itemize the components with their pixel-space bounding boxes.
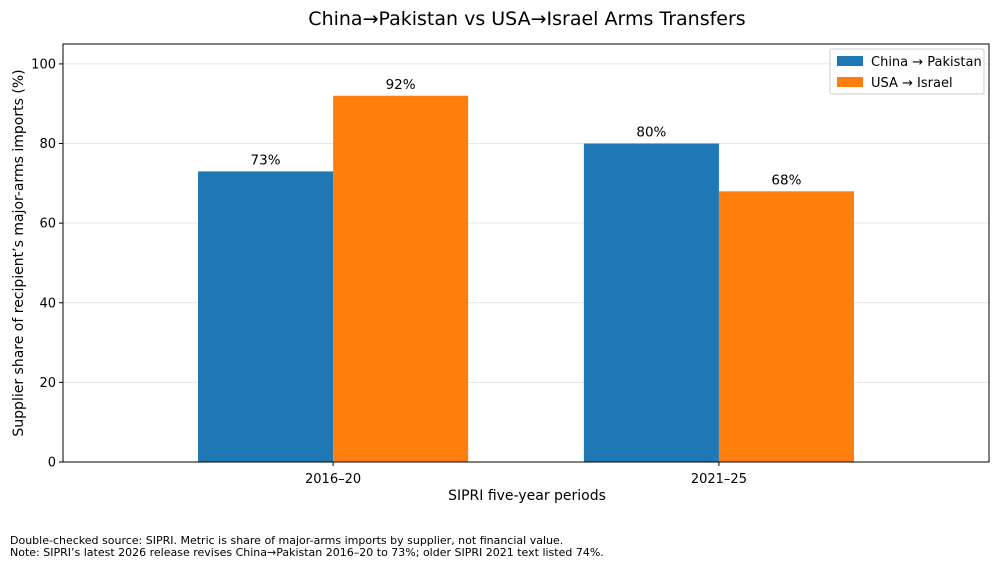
bar (198, 171, 334, 462)
y-axis-label: Supplier share of recipient’s major-arms… (11, 69, 27, 436)
y-tick-label: 100 (31, 57, 56, 72)
bar-value-labels: 73% 92% 80% 68% (251, 77, 802, 189)
y-tick-label: 0 (48, 456, 56, 471)
y-tick-label: 80 (39, 137, 56, 152)
legend-label-usa-israel: USA → Israel (871, 76, 953, 91)
x-tick-label: 2016–20 (305, 472, 361, 487)
legend-label-china-pakistan: China → Pakistan (871, 55, 982, 70)
bar-value-label: 92% (386, 77, 416, 93)
bar (718, 191, 854, 463)
x-axis: 2016–20 2021–25 (305, 462, 747, 487)
y-tick-label: 60 (39, 217, 56, 232)
bar-chart: China→Pakistan vs USA→Israel Arms Transf… (11, 8, 990, 504)
bars (198, 95, 854, 463)
legend-swatch-usa-israel (837, 77, 863, 87)
footnote-revision: Note: SIPRI’s latest 2026 release revise… (10, 546, 604, 559)
chart-title: China→Pakistan vs USA→Israel Arms Transf… (308, 8, 745, 30)
y-axis: 0 20 40 60 80 100 (31, 57, 63, 471)
bar (333, 95, 469, 462)
plot-frame (62, 43, 990, 463)
bar-value-label: 73% (251, 152, 281, 168)
y-tick-label: 20 (39, 376, 56, 391)
bar (583, 143, 719, 462)
x-tick-label: 2021–25 (691, 472, 747, 487)
footnote-source: Double-checked source: SIPRI. Metric is … (10, 534, 564, 547)
x-axis-label: SIPRI five-year periods (448, 488, 606, 504)
y-tick-label: 40 (39, 296, 56, 311)
legend-swatch-china-pakistan (837, 56, 863, 66)
legend: China → Pakistan USA → Israel (829, 48, 985, 95)
bar-value-label: 80% (636, 125, 666, 141)
bar-value-label: 68% (771, 172, 801, 188)
legend-frame (829, 48, 985, 95)
